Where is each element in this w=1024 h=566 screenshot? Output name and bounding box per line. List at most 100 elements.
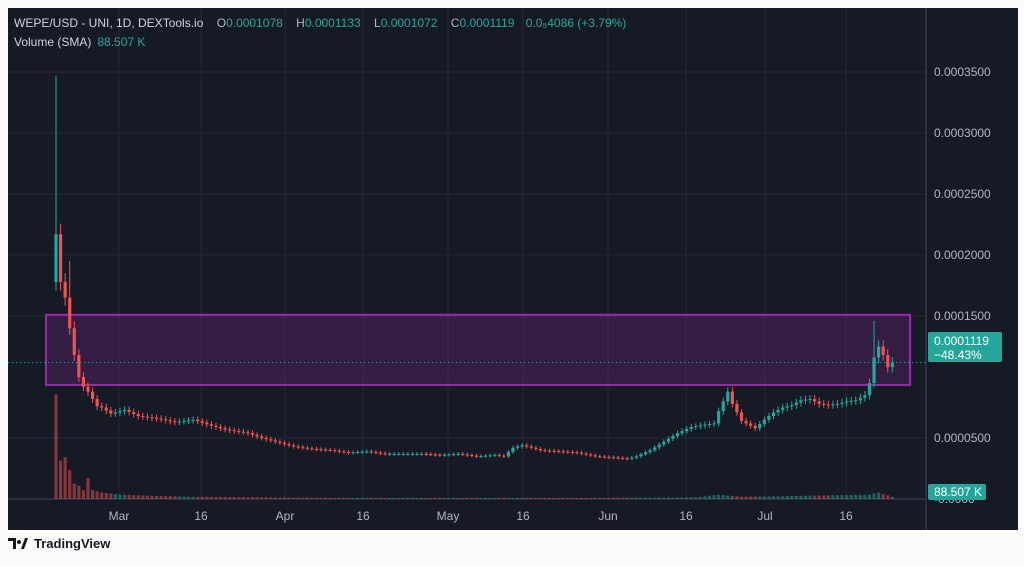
candle-body-122 (611, 457, 616, 459)
volume-bar-167 (817, 495, 821, 499)
candle-body-168 (822, 403, 826, 405)
y-tick-label-1: 0.0003000 (934, 126, 991, 140)
candle-body-55 (305, 447, 309, 449)
candle-body-159 (781, 407, 785, 410)
candle-body-24 (164, 419, 168, 421)
candle-body-23 (159, 418, 163, 420)
candle-body-96 (493, 455, 497, 457)
volume-bar-67 (360, 497, 364, 499)
volume-bar-65 (351, 497, 355, 499)
candlestick-chart[interactable]: 0.0003500 0.0003000 0.0002500 0.0002000 0.00… (8, 8, 1018, 530)
volume-bar-156 (767, 496, 771, 499)
candle-body-89 (461, 453, 465, 455)
volume-bar-109 (552, 497, 556, 499)
x-tick-label-4: May (437, 509, 460, 523)
volume-bar-79 (415, 497, 419, 499)
volume-bar-171 (835, 495, 840, 499)
volume-bar-144 (712, 495, 716, 499)
last-price-label: 0.0001119 (934, 334, 989, 348)
volume-bar-121 (607, 497, 611, 499)
candle-body-2 (63, 281, 67, 298)
volume-bar-139 (689, 497, 693, 499)
volume-bar-101 (515, 497, 520, 499)
candle-body-20 (145, 416, 149, 418)
candle-body-116 (584, 453, 588, 455)
volume-bar-182 (886, 495, 890, 499)
volume-bar-46 (264, 497, 268, 499)
candle-body-22 (154, 417, 159, 419)
candle-body-176 (858, 397, 862, 401)
volume-bar-81 (424, 497, 428, 499)
volume-bar-111 (561, 497, 565, 499)
x-tick-label-7: 16 (679, 509, 693, 523)
volume-bar-89 (461, 497, 465, 499)
candle-body-90 (465, 454, 469, 456)
volume-bar-80 (420, 497, 424, 499)
candle-body-87 (451, 454, 456, 456)
open-label: O (216, 16, 227, 30)
candle-body-144 (712, 423, 716, 425)
y-tick-label-5: 0.0000500 (934, 431, 991, 445)
candle-body-91 (470, 455, 474, 457)
x-tick-label-3: 16 (356, 509, 370, 523)
volume-bar-83 (433, 497, 437, 499)
volume-value: 88.507 K (97, 35, 146, 49)
volume-bar-56 (310, 497, 314, 499)
volume-bar-147 (726, 495, 730, 499)
candle-body-11 (104, 407, 108, 411)
volume-bar-122 (611, 497, 616, 499)
candle-body-114 (575, 452, 579, 454)
volume-bar-164 (803, 495, 808, 499)
volume-bar-23 (159, 496, 163, 499)
candle-body-151 (744, 420, 748, 424)
candle-body-6 (81, 377, 86, 387)
candle-body-133 (662, 441, 666, 445)
candle-body-26 (173, 421, 177, 423)
volume-bar-42 (246, 497, 250, 499)
volume-bar-136 (675, 497, 680, 499)
candle-body-12 (109, 410, 113, 414)
volume-bar-52 (292, 497, 296, 499)
volume-bar-168 (822, 495, 826, 499)
volume-bar-49 (278, 497, 282, 499)
candle-body-109 (552, 450, 556, 452)
candle-body-179 (872, 357, 876, 384)
volume-bar-36 (218, 497, 223, 499)
candle-body-18 (136, 414, 140, 417)
change-value: 0.0₅4086 (+3.79%) (525, 16, 627, 30)
volume-bar-7 (86, 478, 90, 499)
candle-body-35 (214, 425, 218, 428)
volume-bar-35 (214, 496, 218, 499)
volume-bar-45 (260, 497, 264, 499)
volume-bar-11 (104, 492, 108, 499)
candle-body-167 (817, 401, 821, 404)
symbol-title[interactable]: WEPE/USD - UNI, 1D, DEXTools.io (14, 16, 204, 30)
volume-bar-68 (365, 497, 369, 499)
candle-body-110 (557, 451, 561, 453)
volume-label[interactable]: Volume (SMA) (14, 35, 92, 49)
x-tick-label-9: 16 (839, 509, 853, 523)
candle-body-59 (324, 449, 328, 451)
volume-bar-5 (77, 485, 81, 499)
volume-bar-166 (813, 495, 817, 499)
candle-body-149 (735, 403, 739, 413)
volume-bar-157 (771, 496, 776, 499)
candle-body-174 (849, 400, 853, 402)
volume-bar-126 (630, 497, 634, 499)
volume-bar-181 (881, 493, 885, 499)
candle-body-51 (287, 444, 291, 446)
volume-bar-82 (429, 497, 433, 499)
candle-body-3 (68, 297, 72, 329)
volume-bar-123 (616, 497, 620, 499)
candle-body-102 (520, 445, 524, 447)
candle-body-63 (342, 451, 346, 453)
candle-body-95 (488, 455, 492, 457)
candle-body-88 (456, 453, 460, 455)
volume-bar-172 (840, 495, 844, 499)
volume-bar-40 (237, 497, 241, 499)
volume-bar-17 (132, 495, 136, 499)
tradingview-branding[interactable]: TradingView (8, 536, 110, 551)
volume-bar-34 (209, 496, 213, 499)
volume-bar-178 (867, 494, 872, 499)
candle-body-165 (808, 398, 812, 400)
